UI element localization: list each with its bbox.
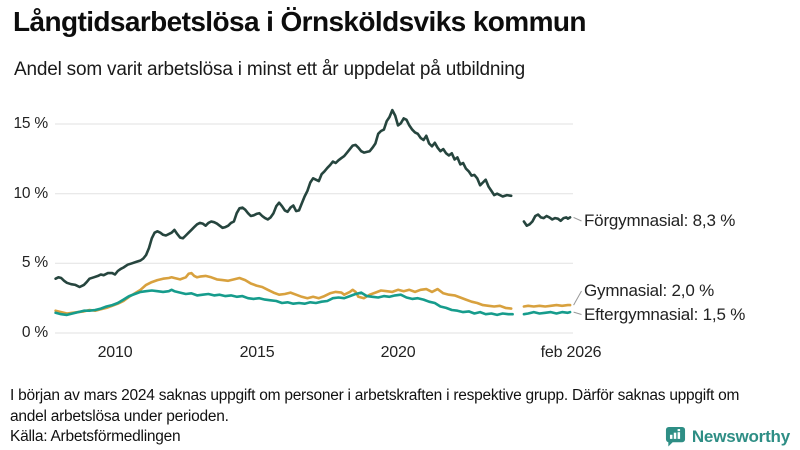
label-connector [573, 216, 582, 222]
footnote: I början av mars 2024 saknas uppgift om … [10, 387, 740, 425]
y-axis-tick-label: 10 % [13, 185, 48, 202]
x-axis-tick-label: 2015 [239, 344, 275, 361]
x-axis-tick-label: 2010 [97, 344, 133, 361]
page-subtitle: Andel som varit arbetslösa i minst ett å… [14, 59, 526, 80]
label-connector [573, 311, 582, 315]
y-axis-tick-label: 5 % [21, 254, 48, 271]
page-title: Långtidsarbetslösa i Örnsköldsviks kommu… [13, 6, 587, 37]
source-label: Källa: Arbetsförmedlingen [10, 428, 181, 445]
x-axis-tick-label: feb 2026 [540, 344, 602, 361]
series-line-gymnasial [54, 271, 572, 315]
newsworthy-wordmark: Newsworthy [691, 426, 790, 446]
series-label-gymnasial: Gymnasial: 2,0 % [584, 281, 715, 300]
series-label-eftergymnasial: Eftergymnasial: 1,5 % [584, 305, 746, 324]
x-axis-tick-label: 2020 [380, 344, 416, 361]
newsworthy-logo: Newsworthy [665, 426, 790, 447]
label-connector [573, 290, 582, 306]
newsworthy-icon [665, 426, 685, 447]
series-line-förgymnasial [54, 108, 572, 289]
y-axis-tick-label: 0 % [21, 324, 48, 341]
series-line-eftergymnasial [54, 288, 572, 317]
series-label-forgymnasial: Förgymnasial: 8,3 % [584, 211, 736, 230]
y-axis-tick-label: 15 % [13, 115, 48, 132]
